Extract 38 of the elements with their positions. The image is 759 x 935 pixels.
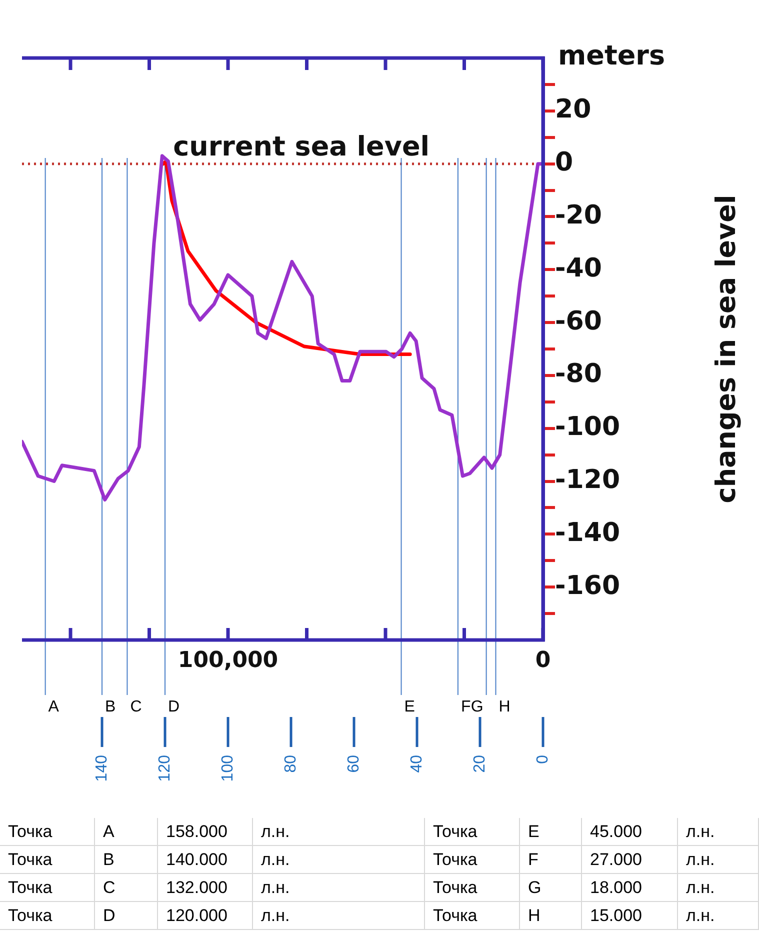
- ref-line-label: E: [404, 698, 415, 716]
- text: Точка B 140.000 л.н.: [8, 850, 290, 869]
- text: Точка D 120.000 л.н.: [8, 906, 290, 925]
- text: Точка G 18.000 л.н.: [433, 878, 715, 897]
- ref-line-label: F: [460, 698, 471, 716]
- text: Точка A 158.000 л.н.: [8, 822, 290, 841]
- y-tick-label: -100: [555, 412, 620, 442]
- y-tick-label: -40: [555, 253, 602, 284]
- y-tick-label: -20: [555, 200, 602, 230]
- y-tick-label: -140: [555, 518, 620, 548]
- y-tick-label: -160: [555, 570, 620, 601]
- y-tick-label: -80: [555, 359, 602, 390]
- ref-line-label: C: [130, 698, 142, 716]
- x2-tick-label: 20: [471, 754, 488, 773]
- text: Точка H 15.000 л.н.: [433, 906, 715, 925]
- text: Точка E 45.000 л.н.: [433, 822, 715, 841]
- y-tick-label: 20: [555, 94, 592, 125]
- x2-tick-label: 80: [282, 754, 300, 773]
- ref-line-label: H: [498, 698, 510, 716]
- ref-line-label: A: [48, 698, 60, 716]
- x2-tick-label: 140: [93, 754, 110, 782]
- ref-line-label: G: [470, 698, 484, 716]
- y-tick-label: -120: [555, 465, 620, 496]
- ref-line-label: B: [105, 698, 116, 716]
- y-axis-title: changes in sea level: [711, 194, 742, 504]
- ref-line-label: D: [168, 698, 180, 716]
- x2-tick-label: 0: [534, 754, 552, 764]
- x2-tick-label: 40: [408, 754, 426, 773]
- x-tick-label: 100,000: [178, 648, 278, 673]
- text: Точка F 27.000 л.н.: [433, 850, 715, 869]
- x2-tick-label: 120: [156, 754, 174, 782]
- y-tick-label: -60: [555, 306, 602, 336]
- text: meters: [558, 40, 666, 72]
- x2-tick-label: 100: [219, 754, 236, 782]
- x2-tick-label: 60: [345, 754, 362, 773]
- y-tick-label: 0: [555, 148, 574, 178]
- ref-line-label: current sea level: [173, 131, 430, 162]
- text: Точка C 132.000 л.н.: [8, 878, 290, 897]
